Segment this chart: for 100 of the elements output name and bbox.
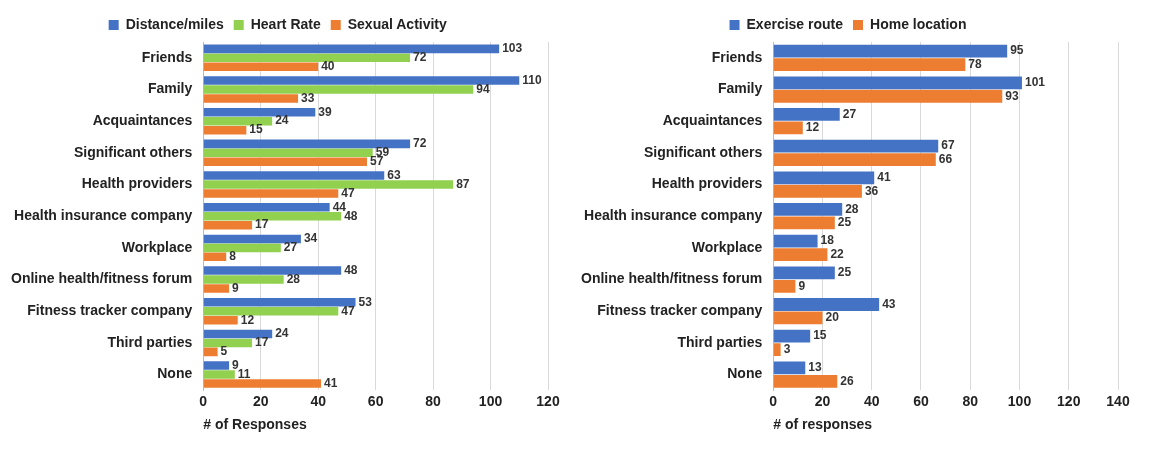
y-tick-label: Fitness tracker company	[597, 302, 763, 319]
bar	[203, 297, 356, 307]
bar	[773, 171, 875, 185]
bar	[773, 184, 862, 198]
data-label: 63	[387, 167, 401, 182]
x-tick-label: 100	[478, 392, 503, 409]
data-label: 48	[344, 262, 358, 277]
data-label: 67	[941, 138, 955, 153]
bar	[203, 171, 385, 180]
bar	[203, 180, 454, 189]
bar	[773, 361, 806, 375]
x-tick-label: 80	[962, 392, 979, 409]
bar	[773, 76, 1022, 90]
data-label: 8	[229, 249, 237, 264]
legend-label: Exercise route	[746, 15, 844, 32]
bar	[203, 85, 474, 94]
y-tick-label: Third parties	[677, 333, 763, 350]
data-label: 34	[303, 231, 318, 246]
legend-label: Home location	[870, 15, 967, 32]
data-label: 24	[275, 326, 289, 341]
legend-label: Heart Rate	[250, 15, 321, 32]
data-label: 103	[502, 41, 523, 56]
data-label: 15	[813, 328, 827, 343]
bar	[203, 116, 273, 126]
y-tick-label: Online health/fitness forum	[580, 270, 763, 287]
data-label: 25	[837, 265, 852, 280]
bar	[773, 44, 1008, 58]
data-label: 41	[324, 375, 338, 390]
data-label: 95	[1010, 43, 1024, 58]
bar	[203, 94, 299, 103]
x-axis-title: # of responses	[773, 416, 873, 433]
bar	[203, 338, 253, 348]
y-tick-label: Online health/fitness forum	[10, 270, 193, 287]
data-label: 40	[321, 59, 335, 74]
bar	[773, 234, 818, 248]
data-label: 47	[341, 303, 355, 318]
bar	[203, 379, 322, 388]
x-tick-label: 80	[425, 392, 442, 409]
data-label: 17	[255, 217, 269, 232]
bar	[203, 266, 342, 275]
bar	[203, 284, 230, 293]
data-label: 43	[882, 296, 896, 311]
x-tick-label: 120	[536, 392, 560, 409]
bar	[203, 157, 367, 167]
data-label: 9	[232, 280, 240, 295]
y-tick-label: Significant others	[74, 143, 193, 160]
bar	[203, 139, 411, 149]
data-label: 72	[413, 136, 427, 151]
y-tick-label: Health providers	[651, 175, 763, 192]
data-label: 39	[318, 104, 332, 119]
data-label: 36	[864, 183, 879, 198]
bar	[203, 62, 319, 72]
legend-label: Distance/miles	[125, 15, 224, 32]
bar	[203, 44, 500, 54]
data-label: 28	[845, 201, 859, 216]
y-tick-label: Family	[717, 80, 763, 97]
bar	[203, 220, 253, 230]
data-label: 47	[341, 185, 355, 200]
bar	[203, 53, 411, 63]
data-label: 11	[237, 366, 251, 381]
bar	[203, 76, 520, 85]
data-label: 87	[456, 176, 470, 191]
y-tick-label: Third parties	[107, 333, 193, 350]
bar	[773, 343, 781, 357]
bar	[773, 311, 823, 325]
y-tick-label: Family	[147, 80, 193, 97]
bar	[773, 374, 838, 388]
bar	[203, 243, 281, 253]
data-label: 24	[275, 113, 289, 128]
data-label: 33	[301, 90, 315, 105]
bar	[773, 298, 880, 311]
bar	[203, 202, 330, 212]
bar	[773, 216, 835, 230]
bar	[773, 329, 811, 343]
x-tick-label: 120	[1057, 392, 1081, 409]
bar	[203, 306, 339, 316]
data-label: 20	[825, 310, 840, 325]
data-label: 12	[805, 120, 820, 135]
data-label: 110	[522, 72, 542, 87]
bar	[773, 139, 939, 153]
bar	[203, 329, 273, 339]
bar	[773, 108, 840, 121]
bar	[203, 148, 373, 158]
y-tick-label: Workplace	[691, 238, 763, 255]
data-label: 72	[413, 50, 427, 65]
x-tick-label: 20	[814, 392, 831, 409]
bar	[203, 275, 284, 284]
legend-label: Sexual Activity	[347, 15, 448, 32]
data-label: 78	[968, 56, 982, 71]
y-tick-label: Health insurance company	[584, 207, 763, 224]
data-label: 93	[1005, 88, 1019, 103]
data-label: 17	[255, 335, 269, 350]
bar	[773, 203, 843, 216]
x-tick-label: 40	[863, 392, 880, 409]
data-label: 22	[830, 246, 845, 261]
bar	[203, 347, 218, 357]
data-label: 44	[332, 199, 347, 214]
x-tick-label: 40	[310, 392, 327, 409]
data-label: 25	[837, 215, 852, 230]
x-tick-label: 0	[199, 392, 208, 409]
